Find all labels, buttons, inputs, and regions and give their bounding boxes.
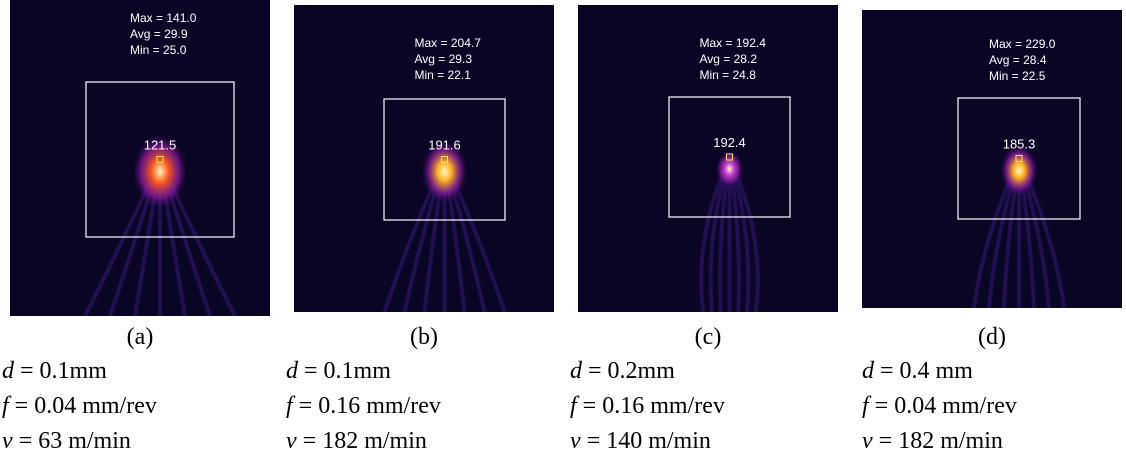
parameter: f = 0.04 mm/rev [862,393,1017,420]
parameter-value: = 0.04 mm/rev [9,393,157,419]
stat-text: Max = 192.4 [700,36,767,50]
parameter-symbol: f [286,393,293,419]
hot-spot [1000,145,1038,197]
parameter: v = 140 m/min [570,428,711,455]
center-value: 192.4 [713,135,746,150]
stat-text: Min = 25.0 [130,43,187,57]
parameter: d = 0.1mm [2,358,107,385]
parameter-symbol: f [862,393,869,419]
parameter-symbol: v [2,428,13,454]
parameter-symbol: d [286,358,298,384]
parameter-value: = 0.16 mm/rev [293,393,441,419]
parameter-value: = 0.2mm [582,358,675,384]
stat-text: Min = 22.1 [415,68,472,82]
center-value: 121.5 [144,138,177,153]
stat-text: Avg = 29.9 [130,27,188,41]
stat-text: Max = 141.0 [130,11,197,25]
caption: (b) [294,324,554,351]
parameter-value: = 182 m/min [297,428,427,454]
parameter-symbol: d [862,358,874,384]
thermal-image: Max = 229.0 Avg = 28.4 Min = 22.5 185.3 [862,10,1122,308]
parameter-value: = 182 m/min [873,428,1003,454]
hot-spot [716,151,743,188]
stat-text: Min = 22.5 [989,69,1046,83]
thermal-image: Max = 204.7 Avg = 29.3 Min = 22.1 191.6 [294,5,554,312]
parameter-value: = 0.16 mm/rev [577,393,725,419]
parameter: d = 0.2mm [570,358,675,385]
thermal-image: Max = 141.0 Avg = 29.9 Min = 25.0 121.5 [10,0,270,316]
parameter-value: = 0.1mm [298,358,391,384]
stat-text: Avg = 29.3 [415,52,473,66]
parameter: f = 0.16 mm/rev [570,393,725,420]
stat-text: Avg = 28.4 [989,53,1047,67]
caption: (a) [10,324,270,351]
stat-text: Avg = 28.2 [700,52,758,66]
center-value: 185.3 [1003,137,1036,152]
parameter: v = 182 m/min [862,428,1003,455]
stat-text: Min = 24.8 [700,68,757,82]
parameter-value: = 63 m/min [13,428,131,454]
parameter-value: = 0.4 mm [874,358,973,384]
parameter-symbol: f [570,393,577,419]
parameter: v = 63 m/min [2,428,131,455]
parameter-value: = 140 m/min [581,428,711,454]
parameter: f = 0.16 mm/rev [286,393,441,420]
parameter-symbol: v [862,428,873,454]
parameter-value: = 0.1mm [14,358,107,384]
parameter-symbol: d [2,358,14,384]
parameter-symbol: v [286,428,297,454]
parameter-value: = 0.04 mm/rev [869,393,1017,419]
thermal-image: Max = 192.4 Avg = 28.2 Min = 24.8 192.4 [578,5,838,312]
parameter: f = 0.04 mm/rev [2,393,157,420]
parameter: d = 0.4 mm [862,358,973,385]
center-value: 191.6 [428,138,461,153]
parameter: d = 0.1mm [286,358,391,385]
stat-text: Max = 229.0 [989,37,1056,51]
figure: Max = 141.0 Avg = 29.9 Min = 25.0 121.5 (a) d… [0,0,1126,459]
parameter: v = 182 m/min [286,428,427,455]
parameter-symbol: v [570,428,581,454]
parameter-symbol: f [2,393,9,419]
parameter-symbol: d [570,358,582,384]
caption: (d) [862,324,1122,351]
stat-text: Max = 204.7 [415,36,482,50]
caption: (c) [578,324,838,351]
